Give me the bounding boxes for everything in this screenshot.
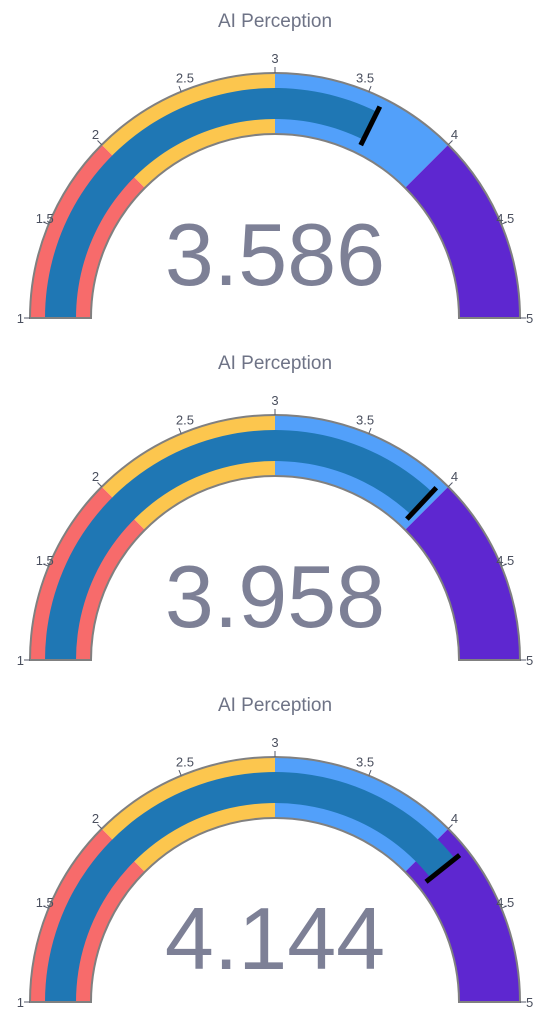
gauge-title: AI Perception (218, 11, 332, 32)
gauge-tick-label: 1 (17, 995, 24, 1010)
gauge-tick-label: 1.5 (36, 895, 54, 910)
gauge-tick-label: 4 (451, 469, 458, 484)
gauge-tick-label: 4.5 (496, 211, 514, 226)
gauge-tick (178, 427, 182, 434)
gauge-tick-label: 4 (451, 127, 458, 142)
gauge-outline (28, 414, 522, 661)
gauge-tick (97, 824, 103, 830)
gauge-tick-label: 3 (271, 51, 278, 66)
gauge-tick (178, 769, 182, 776)
gauge-tick-label: 2 (92, 469, 99, 484)
gauge-tick-label: 2.5 (176, 413, 194, 428)
gauge-step-band (405, 144, 520, 318)
gauge-title: AI Perception (218, 695, 332, 716)
gauge-value-bar (45, 772, 455, 1002)
gauge-tick (42, 563, 49, 567)
gauge-title: AI Perception (218, 353, 332, 374)
gauge-tick-label: 3.5 (356, 755, 374, 770)
gauge-tick (42, 905, 49, 909)
gauge-value-number: 3.958 (165, 547, 385, 646)
gauge-tick (42, 221, 49, 225)
gauge-tick-label: 5 (526, 995, 533, 1010)
gauge-tick-label: 1 (17, 311, 24, 326)
gauge-threshold-marker (358, 105, 383, 147)
gauge-tick (501, 563, 508, 567)
gauge-tick (447, 140, 453, 146)
gauge-tick-label: 3.5 (356, 413, 374, 428)
gauge-tick-label: 3 (271, 393, 278, 408)
gauge-tick-label: 4.5 (496, 553, 514, 568)
gauge-step-band (405, 486, 520, 660)
gauge-tick-label: 5 (526, 311, 533, 326)
gauge-tick (501, 905, 508, 909)
gauge-tick (368, 427, 372, 434)
gauge-tick-label: 5 (526, 653, 533, 668)
gauge-tick-label: 3.5 (356, 71, 374, 86)
gauge-tick-label: 3 (271, 735, 278, 750)
gauge-tick (368, 85, 372, 92)
gauge-tick-label: 1.5 (36, 211, 54, 226)
gauge-value-bar (45, 430, 433, 660)
gauge-svg: AI Perception 1 1.5 2 2.5 3 3.5 4 4.5 5 3.958 (17, 353, 533, 668)
gauge-tick (97, 482, 103, 488)
gauge-outline (28, 72, 522, 319)
gauge-panel: AI Perception 1 1.5 2 2.5 3 3.5 4 4.5 5 4.144 (0, 684, 550, 1023)
gauge-threshold-marker (424, 853, 462, 884)
gauge-tick (97, 140, 103, 146)
gauge-value-number: 3.586 (165, 205, 385, 304)
gauge-tick-label: 4 (451, 811, 458, 826)
gauge-tick-label: 2 (92, 811, 99, 826)
gauge-tick (501, 221, 508, 225)
gauge-tick-label: 2.5 (176, 755, 194, 770)
gauge-tick (447, 482, 453, 488)
gauge-tick-label: 2.5 (176, 71, 194, 86)
gauge-tick-label: 2 (92, 127, 99, 142)
gauge-tick-label: 1.5 (36, 553, 54, 568)
gauge-tick-label: 4.5 (496, 895, 514, 910)
gauge-panel: AI Perception 1 1.5 2 2.5 3 3.5 4 4.5 5 3.586 (0, 0, 550, 339)
gauge-tick (178, 85, 182, 92)
gauge-panel: AI Perception 1 1.5 2 2.5 3 3.5 4 4.5 5 3.958 (0, 342, 550, 681)
gauge-value-number: 4.144 (165, 889, 385, 988)
gauge-outline (28, 756, 522, 1003)
gauge-svg: AI Perception 1 1.5 2 2.5 3 3.5 4 4.5 5 3.586 (17, 11, 533, 326)
gauge-tick-label: 1 (17, 653, 24, 668)
gauge-value-bar (45, 88, 378, 318)
gauge-tick (447, 824, 453, 830)
gauge-svg: AI Perception 1 1.5 2 2.5 3 3.5 4 4.5 5 4.144 (17, 695, 533, 1010)
gauge-threshold-marker (405, 486, 439, 521)
gauge-tick (368, 769, 372, 776)
